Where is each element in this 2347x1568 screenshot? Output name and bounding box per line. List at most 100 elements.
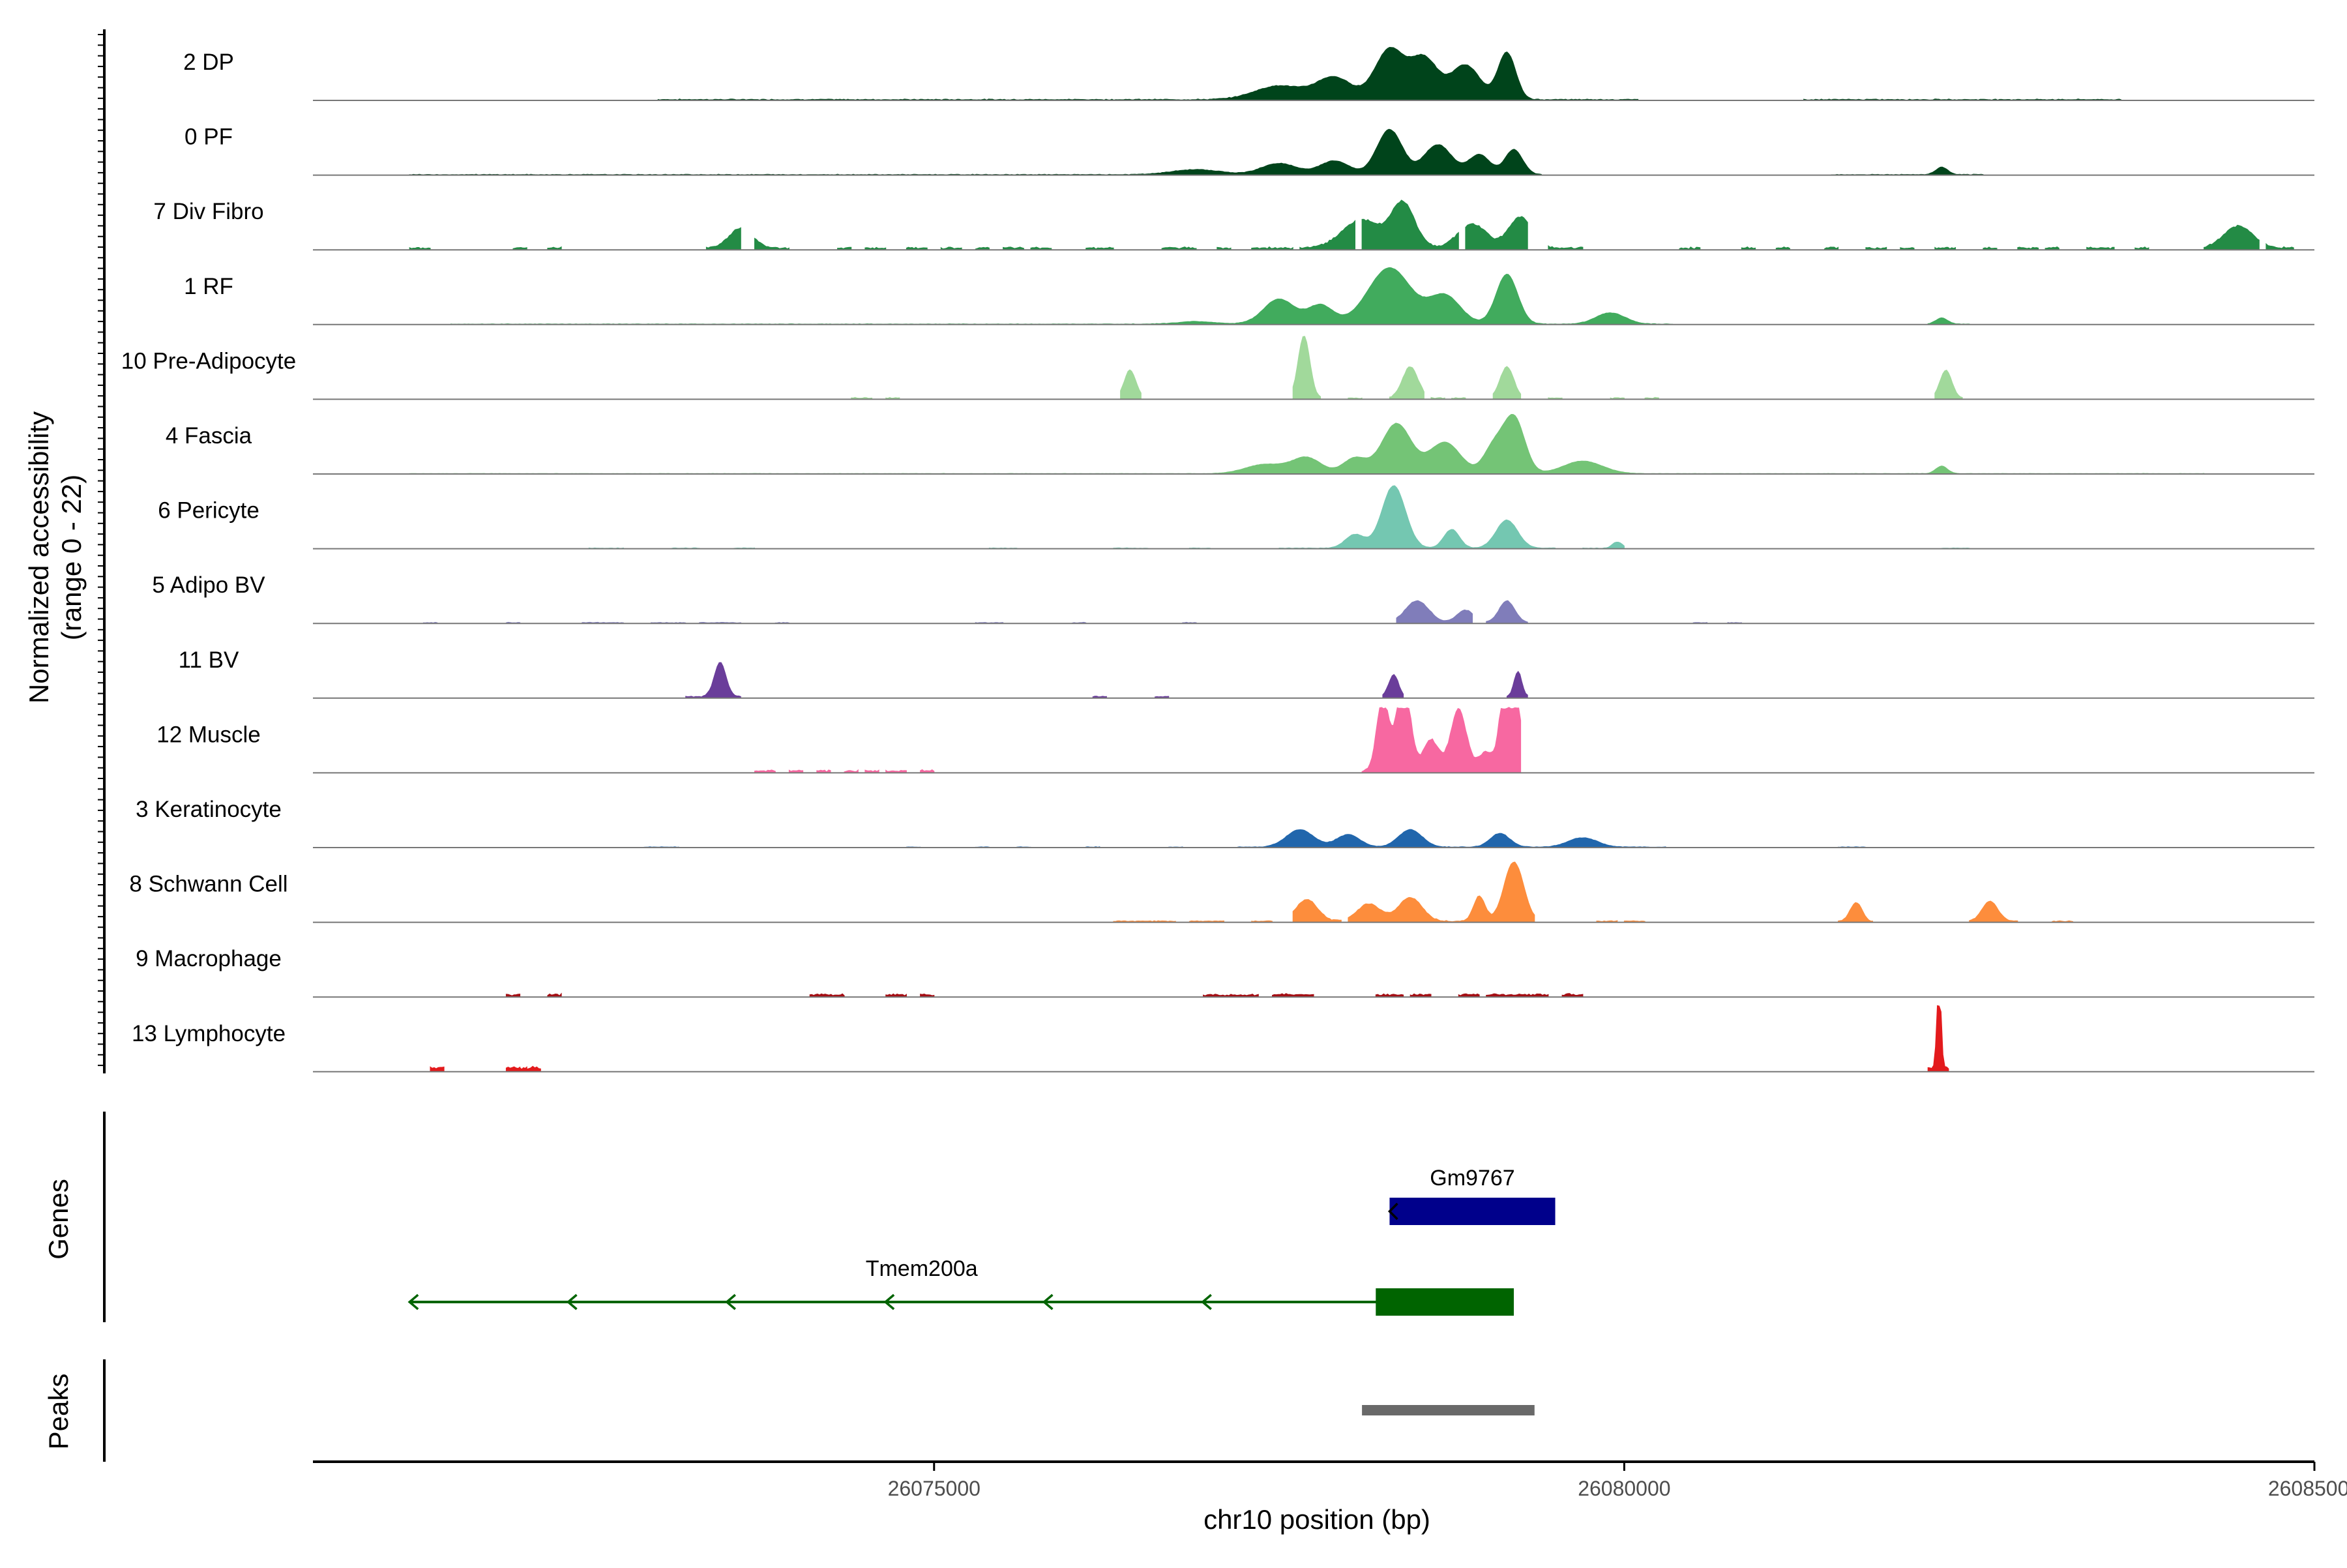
coverage-area bbox=[1085, 246, 1114, 250]
coverage-area bbox=[430, 1066, 445, 1072]
track-7-div-fibro: 7 Div Fibro bbox=[153, 199, 2314, 251]
coverage-area bbox=[520, 1066, 527, 1072]
track-label: 0 PF bbox=[185, 125, 233, 150]
track-4-fascia: 4 Fascia bbox=[166, 413, 2314, 475]
track-label: 13 Lymphocyte bbox=[132, 1021, 286, 1046]
accessibility-tracks: 2 DP 0 PF 7 Div Fibro 1 RF 10 Pre-Adipocyte 4… bbox=[98, 29, 2314, 1074]
track-label: 2 DP bbox=[183, 50, 234, 75]
coverage-area bbox=[505, 1066, 521, 1072]
coverage-area bbox=[409, 413, 2205, 475]
coverage-area bbox=[1486, 993, 1549, 998]
coverage-area bbox=[1203, 994, 1259, 998]
x-tick-label: 26085000 bbox=[2268, 1477, 2347, 1500]
track-6-pericyte: 6 Pericyte bbox=[158, 485, 2314, 550]
coverage-area bbox=[1361, 200, 1459, 250]
coverage-area bbox=[2044, 246, 2059, 250]
coverage-area bbox=[940, 246, 962, 250]
coverage-area bbox=[1348, 861, 1535, 923]
coverage-area bbox=[1775, 246, 1790, 250]
coverage-area bbox=[1492, 366, 1522, 400]
gene-exon bbox=[1389, 1198, 1556, 1225]
coverage-area bbox=[1361, 707, 1522, 773]
strand-arrow bbox=[407, 1294, 419, 1310]
track-label: 10 Pre-Adipocyte bbox=[121, 348, 296, 374]
coverage-area bbox=[1823, 246, 1839, 250]
track-11-bv: 11 BV bbox=[179, 647, 2314, 699]
coverage-area bbox=[1831, 166, 1984, 176]
y-axis-label-line2: (range 0 - 22) bbox=[56, 475, 87, 640]
track-label: 8 Schwann Cell bbox=[129, 872, 288, 897]
coverage-area bbox=[1741, 246, 1756, 250]
coverage-area bbox=[1120, 369, 1142, 400]
track-label: 6 Pericyte bbox=[158, 498, 259, 524]
gene-tmem200a: Tmem200a bbox=[407, 1256, 1514, 1316]
coverage-area bbox=[920, 769, 935, 773]
strand-arrow bbox=[1042, 1294, 1054, 1310]
coverage-area bbox=[1465, 216, 1528, 250]
coverage-area bbox=[906, 246, 928, 250]
track-5-adipo-bv: 5 Adipo BV bbox=[152, 572, 2314, 625]
coverage-area bbox=[2134, 246, 2149, 250]
track-label: 5 Adipo BV bbox=[152, 572, 265, 598]
track-label: 11 BV bbox=[179, 647, 239, 673]
genes-panel: Gm9767 Tmem200a bbox=[103, 1112, 1556, 1322]
track-label: 12 Muscle bbox=[156, 722, 261, 747]
coverage-area bbox=[2204, 224, 2260, 250]
track-12-muscle: 12 Muscle bbox=[156, 707, 2314, 774]
track-10-pre-adipocyte: 10 Pre-Adipocyte bbox=[121, 336, 2314, 400]
coverage-area bbox=[1548, 244, 1584, 250]
coverage-area bbox=[754, 237, 790, 250]
x-axis: 26075000 26080000 26085000 bbox=[313, 1460, 2347, 1500]
strand-arrow bbox=[566, 1294, 578, 1310]
coverage-area bbox=[1375, 993, 1404, 998]
coverage-area bbox=[450, 267, 1673, 325]
coverage-area bbox=[1237, 829, 1666, 848]
coverage-area bbox=[547, 992, 562, 998]
coverage-area bbox=[1161, 246, 1197, 250]
peaks-panel-label: Peaks bbox=[43, 1374, 74, 1450]
gene-label: Gm9767 bbox=[1430, 1166, 1514, 1191]
track-label: 3 Keratinocyte bbox=[136, 797, 282, 822]
coverage-area bbox=[1292, 899, 1342, 923]
track-9-macrophage: 9 Macrophage bbox=[136, 946, 2314, 998]
track-label: 1 RF bbox=[184, 274, 233, 299]
coverage-area bbox=[1983, 246, 1998, 250]
coverage-area bbox=[1030, 246, 1052, 250]
coverage-area bbox=[1506, 670, 1528, 699]
coverage-area bbox=[885, 993, 907, 998]
track-3-keratinocyte: 3 Keratinocyte bbox=[136, 797, 2314, 848]
coverage-area bbox=[2086, 246, 2115, 250]
x-tick-label: 26075000 bbox=[888, 1477, 981, 1500]
strand-arrow bbox=[725, 1294, 736, 1310]
coverage-area bbox=[2266, 243, 2294, 250]
genes-panel-label: Genes bbox=[43, 1179, 74, 1260]
coverage-area bbox=[2017, 246, 2039, 250]
coverage-area bbox=[885, 769, 907, 773]
coverage-area bbox=[1486, 600, 1528, 624]
track-1-rf: 1 RF bbox=[184, 267, 2314, 325]
coverage-area bbox=[844, 769, 859, 773]
coverage-area bbox=[1458, 993, 1480, 998]
coverage-area bbox=[1582, 542, 1625, 550]
coverage-area bbox=[657, 46, 1639, 101]
coverage-area bbox=[754, 769, 776, 773]
coverage-area bbox=[1272, 993, 1314, 998]
coverage-area bbox=[1927, 317, 1970, 325]
gene-gm9767: Gm9767 bbox=[1387, 1166, 1556, 1225]
coverage-area bbox=[816, 769, 831, 773]
track-label: 4 Fascia bbox=[166, 423, 252, 449]
strand-arrow bbox=[1201, 1294, 1212, 1310]
coverage-area bbox=[1396, 600, 1473, 624]
coverage-area bbox=[788, 769, 804, 773]
gene-label: Tmem200a bbox=[866, 1256, 978, 1281]
coverage-area bbox=[1278, 485, 1556, 550]
coverage-area bbox=[1299, 220, 1355, 250]
track-13-lymphocyte: 13 Lymphocyte bbox=[132, 1005, 2314, 1072]
x-axis-label: chr10 position (bp) bbox=[1203, 1504, 1430, 1535]
coverage-area bbox=[920, 993, 935, 998]
coverage-area bbox=[1969, 900, 2018, 923]
track-label: 7 Div Fibro bbox=[153, 199, 263, 224]
coverage-area bbox=[1292, 336, 1321, 400]
